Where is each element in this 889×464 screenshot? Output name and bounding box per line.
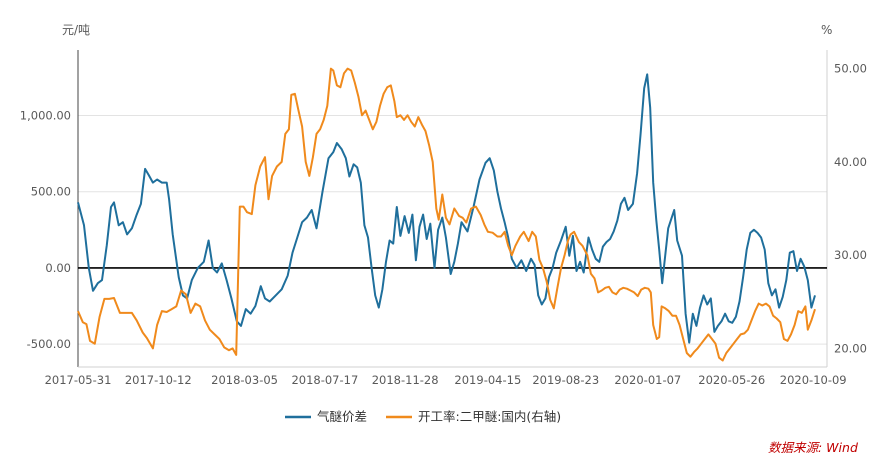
right-tick-labels: 20.00 30.00 40.00 50.00 <box>834 62 867 356</box>
left-tick-label-1: 0.00 <box>45 261 71 275</box>
left-tick-label-3: 1,000.00 <box>20 109 71 123</box>
legend-label-spread: 气醚价差 <box>317 409 367 424</box>
right-tick-label-0: 20.00 <box>834 341 867 355</box>
x-tick-label-8: 2020-05-26 <box>698 373 765 387</box>
right-axis-unit: % <box>821 23 832 37</box>
x-tick-label-5: 2019-04-15 <box>454 373 521 387</box>
x-tick-label-6: 2019-08-23 <box>532 373 599 387</box>
right-tick-label-3: 50.00 <box>834 62 867 76</box>
legend: 气醚价差 开工率:二甲醚:国内(右轴) <box>285 409 561 424</box>
left-tick-label-0: -500.00 <box>27 337 71 351</box>
x-tick-label-1: 2017-10-12 <box>125 373 192 387</box>
data-source: 数据来源: Wind <box>768 440 858 455</box>
left-tick-labels: -500.00 0.00 500.00 1,000.00 <box>20 109 71 352</box>
x-tick-label-0: 2017-05-31 <box>45 373 112 387</box>
x-tick-labels: 2017-05-31 2017-10-12 2018-03-05 2018-07-17… <box>45 373 847 387</box>
x-tick-label-3: 2018-07-17 <box>291 373 358 387</box>
series-line-0 <box>77 73 816 344</box>
series-lines <box>77 67 816 362</box>
right-tick-label-1: 30.00 <box>834 248 867 262</box>
x-tick-label-7: 2020-01-07 <box>614 373 681 387</box>
x-tick-label-4: 2018-11-28 <box>372 373 439 387</box>
x-tick-label-9: 2020-10-09 <box>780 373 847 387</box>
gridlines <box>78 115 827 345</box>
series-line-1 <box>77 67 816 362</box>
legend-label-utilization: 开工率:二甲醚:国内(右轴) <box>418 409 561 424</box>
right-tick-label-2: 40.00 <box>834 155 867 169</box>
left-tick-label-2: 500.00 <box>31 185 71 199</box>
x-tick-label-2: 2018-03-05 <box>211 373 278 387</box>
left-axis-unit: 元/吨 <box>62 23 90 37</box>
